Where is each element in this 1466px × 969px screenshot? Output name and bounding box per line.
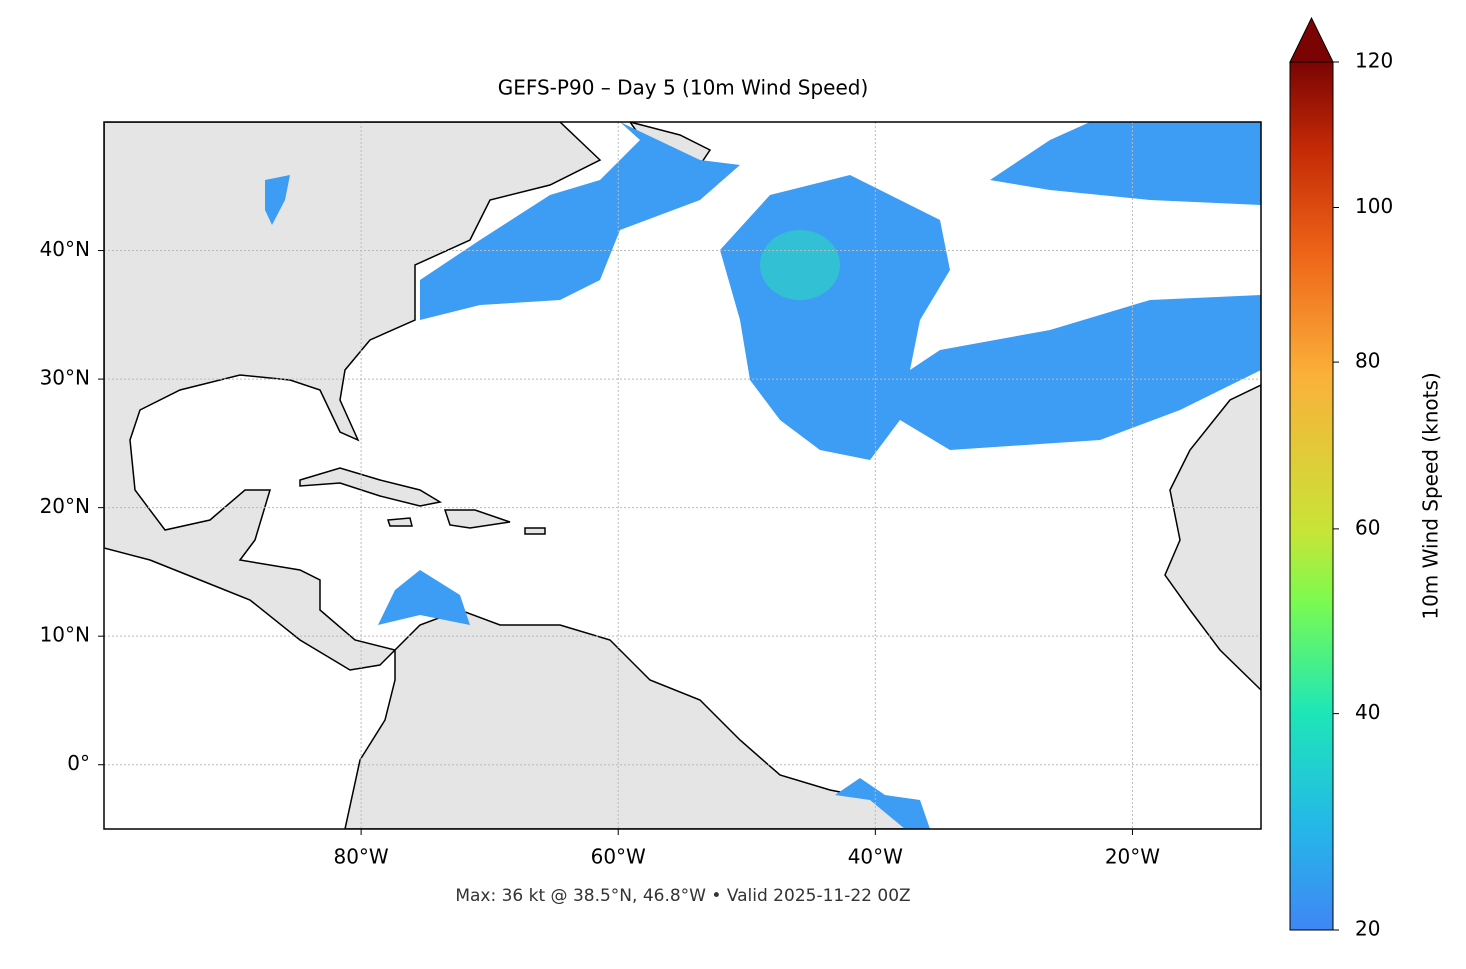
- wind-area: [378, 570, 470, 625]
- chart-title: GEFS-P90 – Day 5 (10m Wind Speed): [498, 76, 869, 100]
- south-america: [344, 609, 922, 829]
- puerto-rico: [524, 527, 546, 535]
- wind-area: [835, 778, 930, 829]
- colorbar-extend: [1289, 16, 1334, 63]
- wind-area: [420, 122, 740, 320]
- colorbar-tick-label: 60: [1355, 515, 1380, 539]
- y-tick-label: 0°: [67, 751, 90, 775]
- y-tick-label: 10°N: [40, 623, 90, 647]
- colorbar-tick-label: 20: [1355, 917, 1380, 941]
- hispaniola: [443, 509, 511, 529]
- wind-area: [720, 175, 1261, 460]
- y-tick-label: 20°N: [40, 494, 90, 518]
- wind-area: [265, 175, 290, 225]
- africa: [1164, 384, 1261, 692]
- colorbar-tick-label: 100: [1355, 194, 1393, 218]
- wind-core: [760, 230, 840, 300]
- cuba: [299, 467, 443, 507]
- map: [104, 122, 1261, 829]
- y-tick-label: 40°N: [40, 237, 90, 261]
- colorbar-tick-label: 120: [1355, 49, 1393, 73]
- x-tick-label: 60°W: [591, 845, 646, 869]
- north-america: [104, 122, 602, 671]
- x-tick-label: 40°W: [848, 845, 903, 869]
- colorbar-tick-label: 80: [1355, 349, 1380, 373]
- colorbar-label: 10m Wind Speed (knots): [1419, 372, 1443, 619]
- wind-area: [990, 122, 1261, 205]
- x-tick-label: 20°W: [1105, 845, 1160, 869]
- map-frame: [103, 121, 1262, 830]
- colorbar-tick-label: 40: [1355, 700, 1380, 724]
- y-tick-label: 30°N: [40, 366, 90, 390]
- x-tick-label: 80°W: [333, 845, 388, 869]
- jamaica: [386, 517, 413, 527]
- footnote: Max: 36 kt @ 38.5°N, 46.8°W • Valid 2025…: [455, 886, 910, 906]
- colorbar: [1289, 61, 1334, 931]
